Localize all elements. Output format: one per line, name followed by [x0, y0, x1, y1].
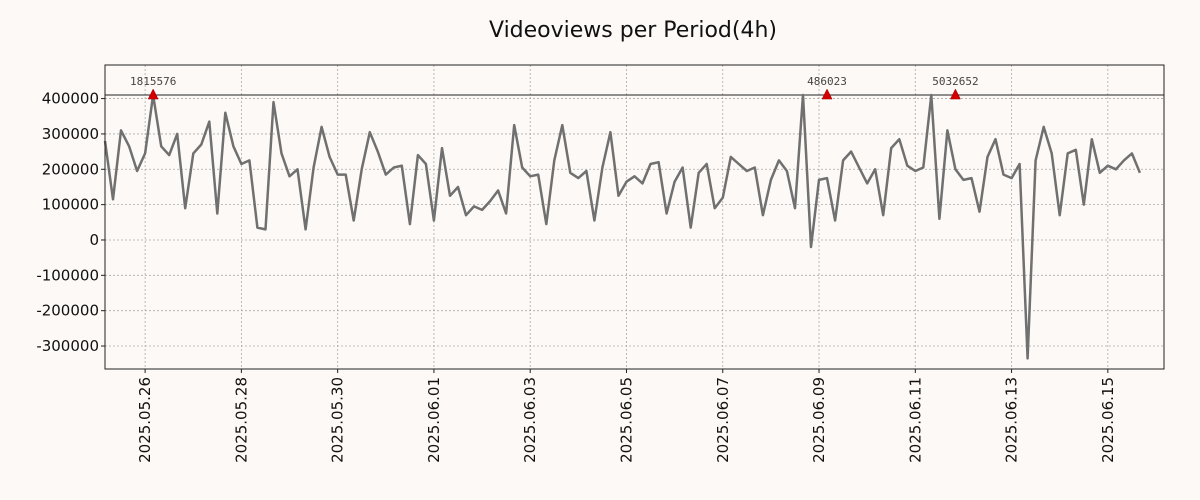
peak-marker — [147, 88, 159, 100]
x-tick-label: 2025.06.11 — [906, 377, 924, 463]
x-tick-label: 2025.06.09 — [810, 377, 828, 463]
peak-marker — [950, 88, 961, 100]
series-line — [103, 93, 1142, 360]
grid — [105, 65, 1164, 369]
annotation-layer: 1815576 486023 5032652 — [130, 75, 979, 100]
x-tick-label: 2025.05.28 — [232, 377, 250, 463]
x-axis: 2025.05.26 2025.05.28 2025.05.30 2025.06.01… — [136, 369, 1117, 463]
x-tick-label: 2025.05.30 — [329, 377, 347, 463]
y-tick-label: -100000 — [36, 266, 99, 284]
peak-label: 5032652 — [932, 75, 978, 88]
x-tick-label: 2025.06.03 — [521, 377, 539, 463]
y-tick-label: 300000 — [42, 125, 99, 143]
peak-label: 486023 — [807, 75, 847, 88]
x-tick-label: 2025.06.13 — [1003, 377, 1021, 463]
y-tick-label: 100000 — [42, 196, 99, 214]
series-layer — [103, 93, 1142, 360]
y-tick-label: -300000 — [36, 337, 99, 355]
chart-title: Videoviews per Period(4h) — [489, 18, 777, 43]
x-tick-label: 2025.06.07 — [714, 377, 732, 463]
peak-label: 1815576 — [130, 75, 176, 88]
x-tick-label: 2025.06.05 — [617, 377, 635, 463]
x-tick-label: 2025.06.01 — [425, 377, 443, 463]
plot-frame — [104, 64, 1165, 370]
y-tick-label: 400000 — [42, 90, 99, 108]
y-axis: 400000 300000 200000 100000 0 -100000 -200000 -… — [36, 90, 105, 355]
y-tick-label: 200000 — [42, 160, 99, 178]
y-tick-label: 0 — [89, 231, 99, 249]
peak-marker — [821, 88, 833, 100]
y-tick-label: -200000 — [36, 302, 99, 320]
x-tick-label: 2025.06.15 — [1099, 377, 1117, 463]
x-tick-label: 2025.05.26 — [136, 377, 154, 463]
